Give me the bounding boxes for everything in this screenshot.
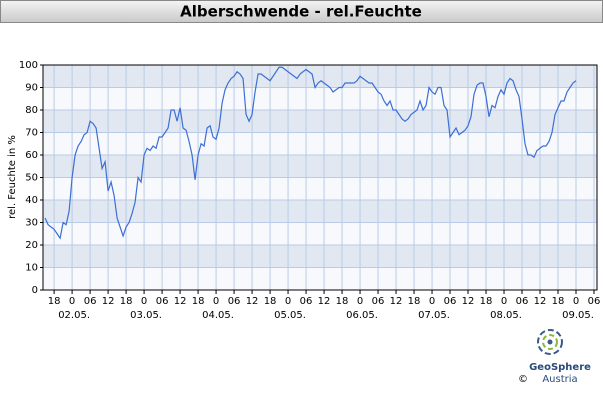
y-axis-label: rel. Feuchte in % (7, 135, 18, 219)
x-tick-label: 06 (588, 296, 601, 307)
x-tick-label: 18 (336, 296, 349, 307)
band (43, 200, 597, 223)
x-tick-label: 0 (285, 296, 291, 307)
date-label: 04.05. (202, 310, 234, 321)
x-tick-label: 12 (462, 296, 475, 307)
y-tick-label: 10 (25, 263, 38, 274)
y-tick-label: 60 (25, 150, 38, 161)
x-tick-label: 0 (357, 296, 363, 307)
x-tick-label: 0 (69, 296, 75, 307)
x-tick-label: 0 (213, 296, 219, 307)
y-tick-label: 50 (25, 173, 38, 184)
y-tick-label: 80 (25, 105, 38, 116)
y-tick-label: 30 (25, 218, 38, 229)
date-label: 03.05. (130, 310, 162, 321)
y-tick-label: 40 (25, 195, 38, 206)
x-tick-label: 0 (141, 296, 147, 307)
chart-title: Alberschwende - rel.Feuchte (180, 3, 422, 21)
x-tick-label: 12 (102, 296, 115, 307)
copyright: © (518, 374, 528, 385)
y-tick-label: 100 (19, 60, 38, 71)
y-tick-label: 20 (25, 240, 38, 251)
plot-border (42, 64, 598, 291)
y-tick-label: 0 (32, 285, 38, 296)
x-tick-label: 18 (192, 296, 205, 307)
x-tick-label: 06 (444, 296, 457, 307)
x-tick-label: 06 (516, 296, 529, 307)
brand: GeoSphere (529, 362, 591, 373)
y-tick-label: 90 (25, 83, 38, 94)
date-label: 02.05. (58, 310, 90, 321)
x-tick-label: 18 (552, 296, 565, 307)
band (43, 155, 597, 178)
date-label: 09.05. (562, 310, 594, 321)
date-label: 08.05. (490, 310, 522, 321)
x-tick-label: 18 (264, 296, 277, 307)
line (44, 66, 577, 240)
x-tick-label: 06 (372, 296, 385, 307)
x-tick-label: 06 (84, 296, 97, 307)
x-tick-label: 18 (120, 296, 133, 307)
band (43, 245, 597, 268)
x-tick-label: 12 (318, 296, 331, 307)
date-label: 07.05. (418, 310, 450, 321)
x-tick-label: 06 (228, 296, 241, 307)
x-tick-label: 18 (48, 296, 61, 307)
x-tick-label: 06 (156, 296, 169, 307)
x-tick-label: 12 (534, 296, 547, 307)
country: Austria (542, 374, 577, 385)
logo (537, 329, 563, 355)
x-tick-label: 0 (573, 296, 579, 307)
x-tick-label: 12 (174, 296, 187, 307)
date-label: 05.05. (274, 310, 306, 321)
x-tick-label: 18 (408, 296, 421, 307)
x-tick-label: 0 (429, 296, 435, 307)
x-tick-label: 06 (300, 296, 313, 307)
x-tick-label: 0 (501, 296, 507, 307)
x-tick-label: 12 (246, 296, 259, 307)
x-tick-label: 12 (390, 296, 403, 307)
y-tick-label: 70 (25, 128, 38, 139)
x-tick-label: 18 (480, 296, 493, 307)
date-label: 06.05. (346, 310, 378, 321)
band (43, 65, 597, 88)
